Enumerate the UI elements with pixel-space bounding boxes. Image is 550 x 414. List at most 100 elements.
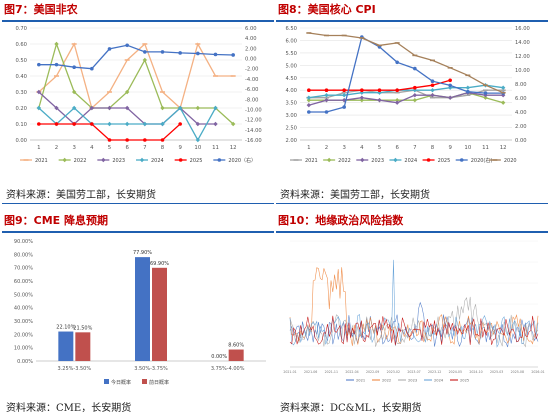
legend-label: 2025 (460, 379, 469, 383)
panel-title: 图9：CME 降息预期 (4, 214, 109, 227)
bar (58, 331, 74, 361)
data-point (395, 60, 399, 65)
cme-chart: 0.00% 10.00% 20.00% 30.00% 40.00% 50.00% 60.00… (2, 233, 274, 393)
bar (152, 267, 167, 361)
legend-label: 2024 (404, 158, 417, 164)
data-point (90, 66, 94, 71)
y2-tick-label: -6.00 (245, 87, 258, 93)
data-point (412, 93, 418, 98)
data-point (430, 83, 435, 88)
legend-label: 2020（右） (228, 157, 256, 164)
data-point (465, 85, 471, 90)
data-point (89, 105, 95, 111)
y2-tick-label: -14.00 (245, 128, 262, 134)
x-tick-label: 2 (325, 145, 328, 151)
panel-cme: 图9：CME 降息预期 0.00% 10.00% 20.00% 30.00% 40.00… (2, 211, 274, 414)
panel-title-bar: 图7：美国非农 (2, 0, 274, 22)
x-tick-label: 8 (161, 145, 165, 151)
bar (75, 332, 91, 361)
x-tick-label: 1 (37, 145, 40, 151)
y2-tick-label: -4.00 (245, 77, 258, 83)
data-point (72, 65, 76, 69)
panel-title: 图7：美国非农 (4, 3, 78, 16)
y2-tick-label: 4.00 (245, 36, 257, 42)
data-point (426, 158, 431, 162)
x-tick-label: 6 (395, 145, 399, 151)
data-point (107, 47, 112, 51)
data-point (213, 105, 218, 111)
y-tick-label: 50.00% (14, 292, 33, 298)
data-point (231, 53, 235, 57)
data-point (72, 122, 76, 126)
data-point (125, 138, 129, 142)
data-point (71, 105, 77, 111)
data-point (143, 50, 147, 54)
y2-tick-label: 2.00 (515, 124, 527, 130)
data-point (448, 83, 452, 88)
y2-tick-label: 0.00 (245, 57, 257, 63)
data-point (36, 89, 42, 95)
legend-swatch (104, 379, 109, 384)
legend-label: 今日概率 (111, 379, 131, 386)
x-tick-label: 3 (72, 145, 75, 151)
series-line (289, 315, 539, 346)
source-note: 资料来源：CME，长安期货 (6, 403, 132, 414)
legend-label: 2022 (74, 158, 87, 164)
data-point (377, 90, 382, 95)
y-tick-label: 0.50 (15, 58, 27, 64)
series-line (308, 92, 504, 106)
source-note: 资料来源：美国劳工部，长安期货 (280, 190, 430, 201)
data-point (394, 100, 400, 105)
y-tick-label: 10.00% (14, 346, 33, 352)
data-point (125, 43, 129, 48)
legend-label: 2024 (151, 158, 164, 164)
data-point (143, 138, 147, 142)
y-tick-label: 6.50 (285, 26, 297, 32)
x-tick-label: 2021-01 (283, 370, 296, 374)
data-point (160, 138, 165, 142)
series-line (289, 259, 539, 348)
x-tick-label: 11 (482, 145, 489, 151)
data-point (213, 121, 218, 127)
data-point (307, 110, 311, 114)
y2-tick-label: -2.00 (245, 67, 258, 73)
data-point (459, 158, 464, 162)
data-point (448, 78, 452, 83)
x-tick-label: 9 (178, 145, 182, 151)
series-line (38, 42, 234, 110)
gpr-chart: 2021-01 2021-06 2021-11 2022-04 2022-09 2023-… (276, 233, 548, 393)
data-point (124, 121, 130, 127)
data-point (324, 97, 329, 103)
data-point (54, 41, 59, 47)
x-tick-label: 2022-04 (345, 370, 358, 374)
data-point (413, 66, 417, 71)
data-point (177, 105, 183, 111)
x-tick-label: 10 (194, 145, 201, 151)
data-point (359, 97, 365, 103)
data-point (447, 95, 453, 100)
data-point (326, 157, 332, 163)
legend-label: 2024 (434, 379, 444, 383)
x-tick-label: 2024-05 (449, 370, 462, 374)
y-tick-label: 40.00% (14, 306, 33, 312)
data-point (101, 157, 106, 163)
legend-swatch (142, 379, 147, 384)
data-point (230, 121, 236, 127)
y-tick-label: 0.40 (15, 74, 27, 80)
bar-data-label: 21.50% (73, 325, 92, 331)
data-point (377, 97, 382, 103)
series-line (38, 41, 234, 125)
y-tick-label: 2.50 (285, 126, 297, 132)
legend-label: 2021 (356, 379, 365, 383)
panel-title-bar: 图9：CME 降息预期 (2, 211, 274, 233)
data-point (54, 62, 59, 67)
y2-tick-label: 2.00 (245, 46, 257, 52)
legend-label: 2021 (35, 158, 48, 164)
x-tick-label: 2025-08 (511, 370, 524, 374)
x-tick-label: 2023-12 (428, 370, 441, 374)
legend-label: 2023 (408, 379, 417, 383)
y2-tick-label: 10.00 (515, 68, 530, 74)
data-point (306, 97, 312, 103)
data-point (395, 88, 399, 93)
y-tick-label: 3.50 (285, 101, 297, 107)
